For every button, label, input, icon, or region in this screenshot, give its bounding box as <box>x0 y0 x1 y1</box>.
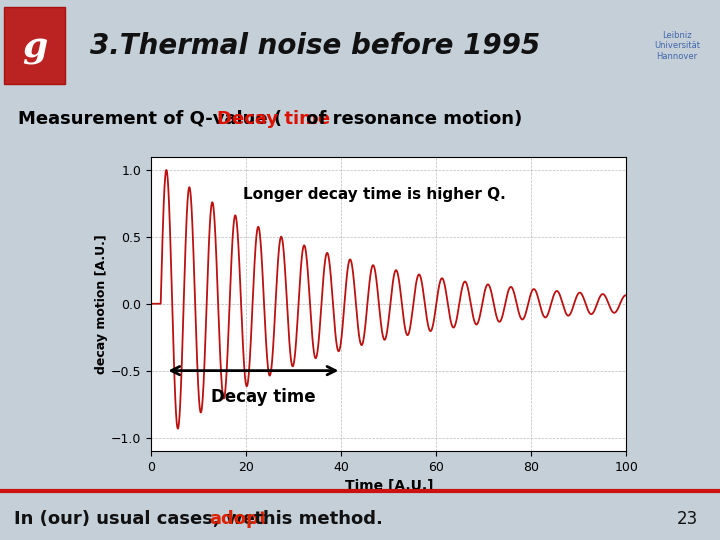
Text: 23: 23 <box>677 510 698 529</box>
Text: g: g <box>22 31 48 65</box>
Text: Longer decay time is higher Q.: Longer decay time is higher Q. <box>243 186 506 201</box>
FancyBboxPatch shape <box>4 8 65 84</box>
Text: of resonance motion): of resonance motion) <box>300 110 522 127</box>
Text: Decay time: Decay time <box>217 110 330 127</box>
Text: Decay time: Decay time <box>210 388 315 406</box>
Y-axis label: decay motion [A.U.]: decay motion [A.U.] <box>95 234 108 374</box>
Text: 3.Thermal noise before 1995: 3.Thermal noise before 1995 <box>90 32 540 60</box>
Text: In (our) usual cases, we: In (our) usual cases, we <box>14 510 261 529</box>
Text: this method.: this method. <box>248 510 382 529</box>
Text: Measurement of Q-value (: Measurement of Q-value ( <box>18 110 282 127</box>
X-axis label: Time [A.U.]: Time [A.U.] <box>345 479 433 493</box>
Text: adopt: adopt <box>209 510 267 529</box>
Text: Leibniz
Universität
Hannover: Leibniz Universität Hannover <box>654 31 700 61</box>
